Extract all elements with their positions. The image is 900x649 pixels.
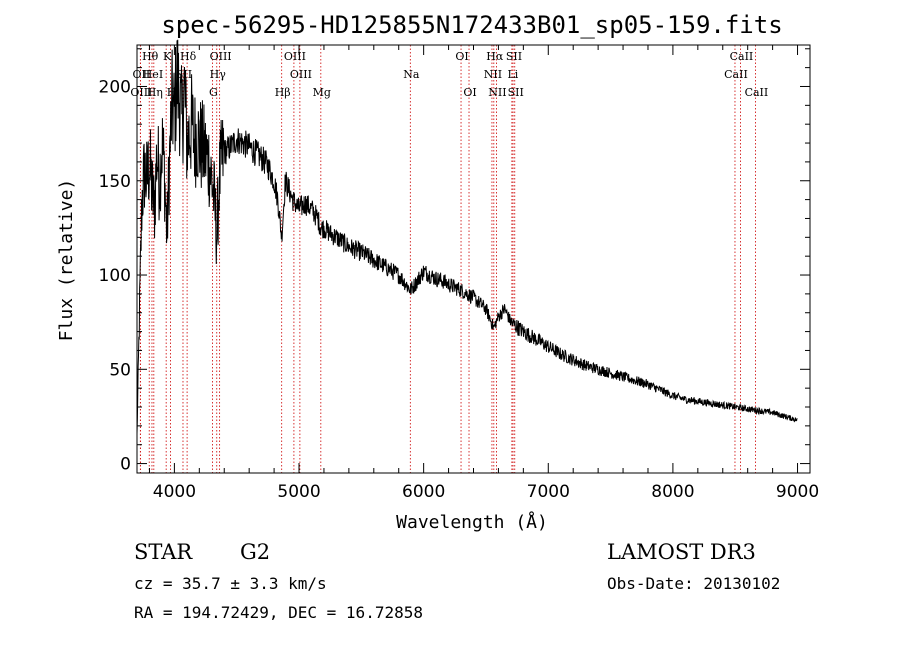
observation-date: Obs-Date: 20130102 bbox=[607, 574, 781, 593]
spectral-line-label: HeI bbox=[143, 68, 163, 81]
coordinates-readout: RA = 194.72429, DEC = 16.72858 bbox=[134, 603, 423, 622]
spectral-line-label: Li bbox=[507, 68, 518, 81]
spectral-line-label: NII bbox=[488, 86, 506, 99]
survey-name: LAMOST DR3 bbox=[607, 540, 756, 564]
spectral-line-label: Hγ bbox=[210, 68, 227, 81]
spectral-line-label: K bbox=[163, 50, 172, 63]
spectral-line-label: OIII bbox=[290, 68, 312, 81]
x-tick-label: 6000 bbox=[402, 482, 445, 502]
y-tick-label: 50 bbox=[109, 360, 131, 380]
spectral-line-label: OI bbox=[463, 86, 476, 99]
spectral-line-markers bbox=[139, 45, 756, 473]
spectral-line-label: CaII bbox=[724, 68, 748, 81]
spectral-line-label: OI bbox=[455, 50, 468, 63]
y-tick-label: 150 bbox=[99, 172, 131, 192]
y-axis-label: Flux (relative) bbox=[56, 179, 77, 342]
x-tick-label: 4000 bbox=[153, 482, 196, 502]
spectral-line-label: OIII bbox=[130, 86, 152, 99]
y-tick-label: 100 bbox=[99, 266, 131, 286]
spectral-line-label: Hη bbox=[147, 86, 163, 99]
redshift-readout: cz = 35.7 ± 3.3 km/s bbox=[134, 574, 327, 593]
spectrum-series bbox=[136, 39, 798, 434]
spectral-line-label: Hβ bbox=[275, 86, 291, 99]
spectral-line-label: NII bbox=[484, 68, 502, 81]
spectral-line-label: CaII bbox=[745, 86, 769, 99]
x-tick-label: 7000 bbox=[527, 482, 570, 502]
x-tick-label: 5000 bbox=[277, 482, 320, 502]
spectral-line-label: SII bbox=[506, 50, 522, 63]
object-subclass: G2 bbox=[240, 540, 271, 564]
plot-frame bbox=[136, 44, 811, 474]
x-tick-label: 9000 bbox=[776, 482, 819, 502]
y-tick-label: 200 bbox=[99, 77, 131, 97]
spectrum-line bbox=[136, 39, 798, 434]
spectral-line-label: Mg bbox=[313, 86, 331, 99]
x-axis-label: Wavelength (Å) bbox=[396, 511, 548, 533]
y-tick-label: 0 bbox=[120, 455, 131, 475]
spectral-line-label: CaII bbox=[730, 50, 754, 63]
spectral-line-label: Hδ bbox=[180, 50, 197, 63]
spectral-line-label: OIII bbox=[210, 50, 232, 63]
spectral-line-label: G bbox=[209, 86, 218, 99]
object-class: STAR bbox=[134, 540, 193, 564]
spectral-line-label: Na bbox=[403, 68, 420, 81]
spectral-line-label: Hθ bbox=[142, 50, 159, 63]
x-axis-ticks: 4000 5000 6000 7000 8000 9000 bbox=[148, 45, 819, 502]
chart-title: spec-56295-HD125855N172433B01_sp05-159.f… bbox=[161, 11, 782, 39]
y-axis-ticks: 0 50 100 150 200 bbox=[99, 48, 810, 475]
spectral-line-label: OIII bbox=[284, 50, 306, 63]
x-tick-label: 8000 bbox=[651, 482, 694, 502]
spectral-line-label: SII bbox=[508, 86, 524, 99]
spectral-line-label: Hα bbox=[486, 50, 504, 63]
